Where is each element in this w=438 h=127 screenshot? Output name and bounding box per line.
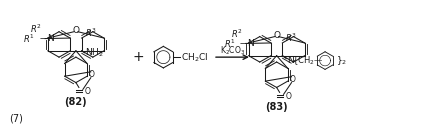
Text: $R^2$: $R^2$ xyxy=(30,23,42,35)
Text: O: O xyxy=(289,75,295,84)
Text: $R^2$: $R^2$ xyxy=(230,27,242,40)
Text: }$_2$: }$_2$ xyxy=(335,54,346,67)
Text: K$_2$CO$_3$: K$_2$CO$_3$ xyxy=(219,44,244,57)
Text: O: O xyxy=(88,70,95,79)
Text: N: N xyxy=(286,56,293,65)
Text: +: + xyxy=(132,50,144,64)
Text: O: O xyxy=(272,31,279,40)
Text: (7): (7) xyxy=(9,114,23,124)
Text: $R^3$: $R^3$ xyxy=(85,27,96,39)
Text: O: O xyxy=(285,92,291,101)
Text: CH$_2$Cl: CH$_2$Cl xyxy=(181,52,208,64)
Text: $R^1$: $R^1$ xyxy=(23,32,35,45)
Text: NH$_2$: NH$_2$ xyxy=(85,46,103,59)
Text: {CH$_2$—: {CH$_2$— xyxy=(292,54,323,67)
Text: (82): (82) xyxy=(64,97,87,107)
Text: —N: —N xyxy=(39,34,55,43)
Text: O: O xyxy=(85,87,91,96)
Text: —N: —N xyxy=(239,39,255,48)
Text: O: O xyxy=(72,26,79,35)
Text: (83): (83) xyxy=(265,102,287,112)
Text: $R^3$: $R^3$ xyxy=(285,32,297,44)
Text: $R^1$: $R^1$ xyxy=(224,37,235,50)
